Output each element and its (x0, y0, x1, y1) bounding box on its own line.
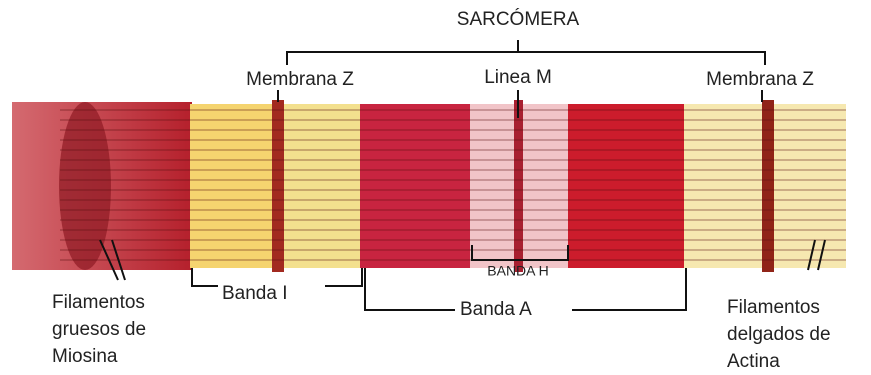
fiber (12, 100, 846, 272)
m-line-label: Linea M (484, 67, 552, 88)
z-line-label: Membrana Z (706, 69, 814, 90)
thick-filaments-label: Miosina (52, 346, 118, 367)
z-line-label: Membrana Z (246, 69, 354, 90)
sarcomere-diagram: SARCÓMERA Membrana Z Linea M Membrana Z … (0, 0, 871, 375)
thin-filaments-label: Filamentos (727, 297, 820, 318)
thin-filaments-label: delgados de (727, 324, 831, 345)
h-band-label: BANDA H (487, 263, 548, 279)
title: SARCÓMERA (457, 8, 580, 30)
i-band-label: Banda I (222, 283, 288, 304)
a-band-label: Banda A (460, 299, 532, 320)
thick-filaments-label: gruesos de (52, 319, 146, 340)
sarcomere-bracket (287, 40, 765, 65)
thick-filaments-label: Filamentos (52, 292, 145, 313)
thin-filaments-label: Actina (727, 351, 780, 372)
page: SARCÓMERA Membrana Z Linea M Membrana Z … (0, 0, 871, 375)
